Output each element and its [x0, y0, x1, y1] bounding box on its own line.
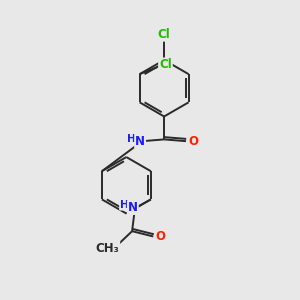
Text: Cl: Cl [158, 28, 170, 41]
Text: O: O [155, 230, 165, 243]
Text: O: O [188, 135, 198, 148]
Text: H: H [120, 200, 129, 210]
Text: N: N [135, 135, 145, 148]
Text: Cl: Cl [159, 58, 172, 71]
Text: N: N [128, 201, 138, 214]
Text: CH₃: CH₃ [95, 242, 119, 255]
Text: H: H [127, 134, 136, 144]
